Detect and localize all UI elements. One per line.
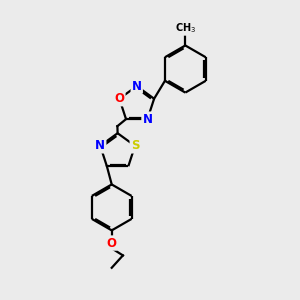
Text: O: O	[114, 92, 124, 105]
Text: S: S	[131, 139, 139, 152]
Text: O: O	[107, 236, 117, 250]
Text: CH$_3$: CH$_3$	[175, 21, 196, 35]
Text: N: N	[95, 139, 105, 152]
Text: N: N	[132, 80, 142, 93]
Text: N: N	[142, 112, 152, 126]
